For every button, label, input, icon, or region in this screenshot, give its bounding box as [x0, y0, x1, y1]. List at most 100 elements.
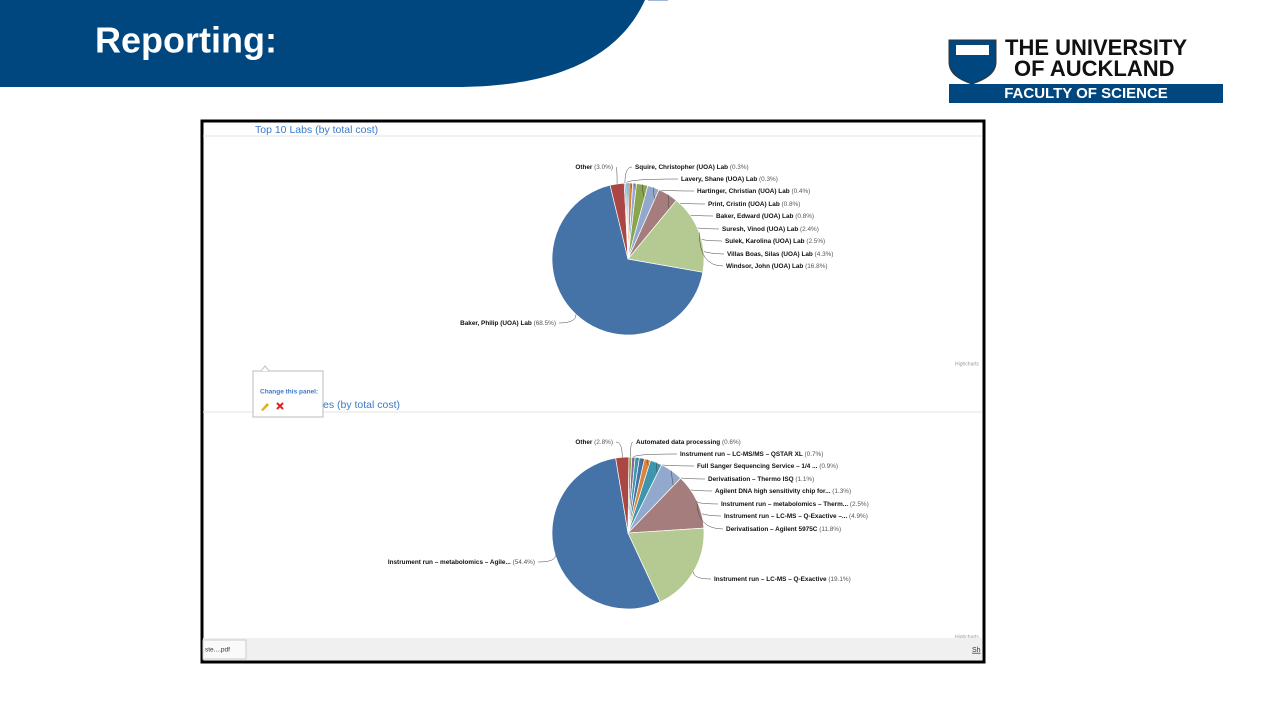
label-value: (2.8%) [594, 439, 613, 446]
data-label: Instrument run – LC-MS/MS – QSTAR XL (0.… [680, 451, 823, 458]
label-name: Other [575, 164, 593, 171]
label-value: (19.1%) [828, 576, 850, 583]
show-all[interactable]: Sh [972, 647, 981, 654]
data-label: Instrument run – LC-MS – Q-Exactive –...… [724, 513, 868, 520]
label-name: Suresh, Vinod (UOA) Lab [722, 226, 798, 233]
label-name: Other [575, 439, 593, 446]
label-value: (1.1%) [795, 476, 814, 483]
data-label: Derivatisation – Agilent 5975C (11.8%) [726, 526, 841, 533]
connector [630, 441, 634, 458]
data-label: Instrument run – metabolomics – Agile...… [388, 559, 535, 566]
label-value: (0.3%) [730, 164, 749, 171]
label-name: Lavery, Shane (UOA) Lab [681, 176, 757, 183]
data-label: Other (2.8%) [575, 439, 613, 446]
download-file: ste....pdf [205, 647, 230, 654]
label-name: Windsor, John (UOA) Lab [726, 263, 803, 270]
label-value: (0.9%) [819, 463, 838, 470]
connector [696, 500, 724, 530]
label-value: (11.8%) [819, 526, 841, 533]
label-value: (4.9%) [849, 513, 868, 520]
connector [615, 441, 623, 458]
header-band [0, 0, 645, 87]
label-name: Derivatisation – Thermo ISQ [708, 476, 794, 483]
label-name: Sulek, Karolina (UOA) Lab [725, 238, 805, 245]
label-value: (1.3%) [832, 488, 851, 495]
popup-pointer [260, 365, 270, 372]
label-value: (68.5%) [534, 320, 556, 327]
label-name: Instrument run – LC-MS/MS – QSTAR XL [680, 451, 803, 458]
label-name: Villas Boas, Silas (UOA) Lab [727, 251, 813, 258]
label-value: (0.4%) [791, 188, 810, 195]
data-label: Instrument run – metabolomics – Therm...… [721, 501, 869, 508]
data-label: Squire, Christopher (UOA) Lab (0.3%) [635, 164, 749, 171]
label-value: (4.3%) [815, 251, 834, 258]
label-value: (16.8%) [805, 263, 827, 270]
connector [615, 166, 618, 184]
data-label: Automated data processing (0.6%) [636, 439, 741, 446]
label-value: (54.4%) [513, 559, 535, 566]
download-item[interactable] [202, 639, 247, 660]
data-label: Baker, Philip (UOA) Lab (68.5%) [460, 320, 556, 327]
panel-popup[interactable]: Change this panel: [252, 365, 324, 418]
data-label: Derivatisation – Thermo ISQ (1.1%) [708, 476, 814, 483]
chart-title: Top 10 Labs (by total cost) [255, 124, 378, 136]
label-value: (3.0%) [594, 164, 613, 171]
popup-box [252, 370, 324, 418]
connector [633, 453, 678, 458]
crest-band [956, 45, 989, 55]
data-label: Baker, Edward (UOA) Lab (0.8%) [716, 213, 814, 220]
delete-icon[interactable] [276, 402, 284, 410]
label-name: Baker, Edward (UOA) Lab [716, 213, 794, 220]
credits: Highcharts [955, 361, 979, 367]
data-label: Suresh, Vinod (UOA) Lab (2.4%) [722, 226, 819, 233]
connector [624, 166, 633, 184]
label-name: Instrument run – metabolomics – Therm... [721, 501, 848, 508]
label-name: Derivatisation – Agilent 5975C [726, 526, 818, 533]
charts: Baker, Philip (UOA) Lab (68.5%) Other (3.… [388, 164, 869, 610]
label-name: Instrument run – LC-MS – Q-Exactive [714, 576, 827, 583]
pie-chart: Instrument run – metabolomics – Agile...… [388, 439, 869, 610]
data-label: Other (3.0%) [575, 164, 613, 171]
label-value: (0.8%) [782, 201, 801, 208]
label-value: (2.5%) [850, 501, 869, 508]
connector [699, 232, 724, 267]
label-value: (0.3%) [759, 176, 778, 183]
logo-line: THE UNIVERSITY [1005, 35, 1187, 60]
data-label: Hartinger, Christian (UOA) Lab (0.4%) [697, 188, 810, 195]
pie-slice [627, 199, 705, 273]
logo: THE UNIVERSITY OF AUCKLAND FACULTY OF SC… [948, 35, 1223, 103]
label-name: Automated data processing [636, 439, 720, 446]
download-bar [203, 638, 982, 660]
slide-title: Reporting: [95, 20, 277, 61]
label-name: Squire, Christopher (UOA) Lab [635, 164, 728, 171]
credits: Highcharts [955, 634, 979, 640]
label-name: Instrument run – LC-MS – Q-Exactive –... [724, 513, 847, 520]
popup-heading: Change this panel: [260, 389, 318, 396]
label-name: Baker, Philip (UOA) Lab [460, 320, 532, 327]
data-label: Sulek, Karolina (UOA) Lab (2.5%) [725, 238, 825, 245]
data-label: Agilent DNA high sensitivity chip for...… [715, 488, 851, 495]
pie-slice [551, 184, 704, 336]
connector [537, 555, 556, 563]
chart-title: es (by total cost) [323, 399, 400, 411]
connector [626, 178, 679, 184]
data-label: Print, Cristin (UOA) Lab (0.8%) [708, 201, 800, 208]
data-label: Full Sanger Sequencing Service – 1/4 ...… [697, 463, 838, 470]
data-label: Windsor, John (UOA) Lab (16.8%) [726, 263, 828, 270]
connector [558, 314, 577, 324]
connector [693, 571, 712, 580]
faculty-text: FACULTY OF SCIENCE [1004, 85, 1168, 102]
edit-icon[interactable] [261, 403, 269, 411]
label-name: Hartinger, Christian (UOA) Lab [697, 188, 790, 195]
label-value: (2.4%) [800, 226, 819, 233]
faculty-bar [949, 84, 1223, 103]
label-value: (2.5%) [806, 238, 825, 245]
label-name: Agilent DNA high sensitivity chip for... [715, 488, 831, 495]
label-name: Instrument run – metabolomics – Agile... [388, 559, 511, 566]
label-value: (0.6%) [722, 439, 741, 446]
data-label: Instrument run – LC-MS – Q-Exactive (19.… [714, 576, 851, 583]
label-value: (0.7%) [805, 451, 824, 458]
data-label: Lavery, Shane (UOA) Lab (0.3%) [681, 176, 778, 183]
